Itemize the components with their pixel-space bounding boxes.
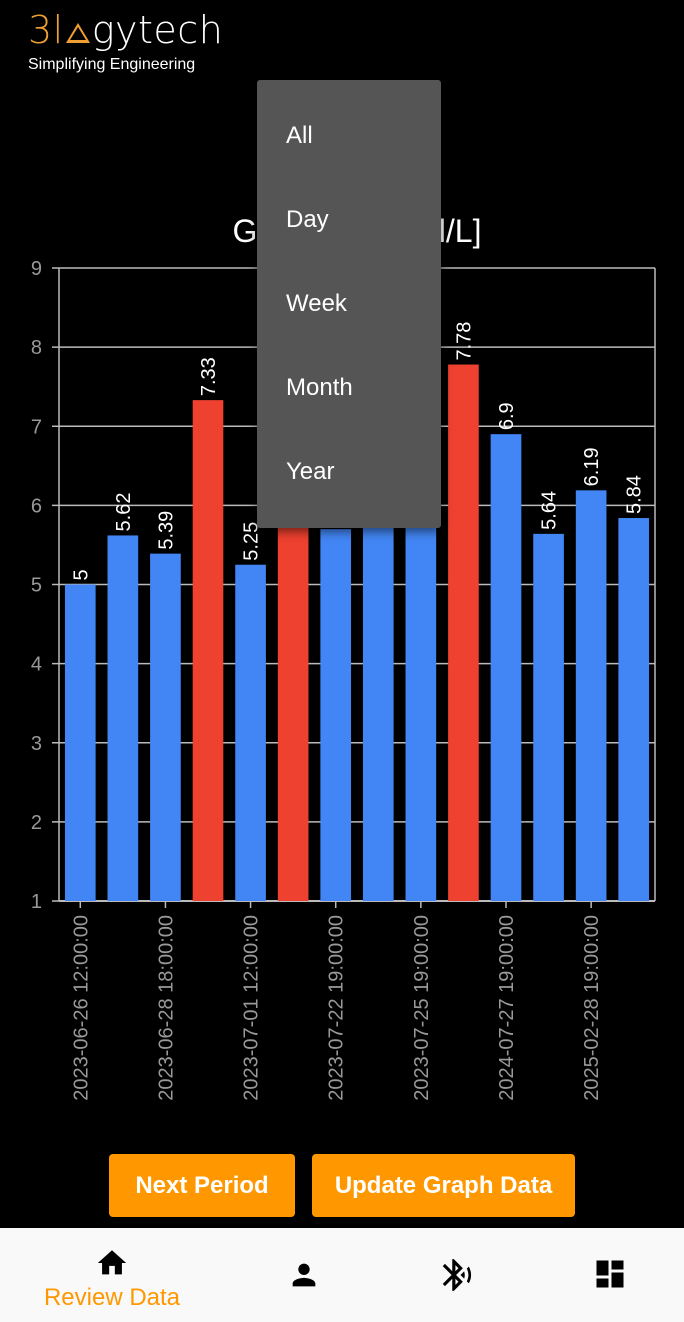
menu-item-week[interactable]: Week [286, 290, 347, 317]
next-period-button[interactable]: Next Period [109, 1154, 295, 1217]
bar-value-label: 5.62 [113, 493, 135, 532]
bar-value-label: 5.39 [155, 511, 177, 550]
bar [533, 533, 564, 901]
y-tick-label: 5 [31, 575, 42, 597]
bar [64, 584, 96, 901]
bar-value-label: 6.9 [496, 402, 518, 430]
nav-review-data[interactable]: Review Data [40, 1228, 184, 1322]
menu-item-month[interactable]: Month [286, 374, 353, 401]
app-logo: 3l gytech Simplifying Engineering [28, 8, 223, 74]
x-tick-label: 2023-06-28 18:00:00 [155, 915, 177, 1101]
triangle-logo-icon [65, 22, 90, 43]
bar [150, 553, 181, 901]
nav-profile[interactable] [274, 1228, 334, 1322]
bar-value-label: 7.33 [198, 357, 220, 396]
x-tick-label: 2025-02-28 19:00:00 [581, 915, 603, 1101]
bar-value-label: 6.19 [581, 447, 603, 486]
bar-value-label: 5.25 [241, 522, 263, 561]
x-tick-label: 2023-07-25 19:00:00 [411, 915, 433, 1101]
nav-dashboard[interactable] [580, 1228, 640, 1322]
bar-value-label: 5.84 [624, 475, 646, 514]
y-tick-label: 3 [31, 733, 42, 755]
bluetooth-searching-icon [442, 1259, 472, 1291]
home-icon [97, 1250, 127, 1275]
bar [490, 434, 522, 901]
bar [235, 564, 266, 901]
glucose-chart: Glucose [mmol/L]12345678955.625.397.335.… [31, 213, 656, 1101]
bar [448, 364, 479, 902]
person-icon [292, 1263, 316, 1287]
bar-value-label: 5.64 [539, 491, 561, 530]
logo-wordmark: 3l gytech [28, 8, 224, 52]
x-tick-label: 2023-07-01 12:00:00 [241, 915, 263, 1101]
logo-tagline: Simplifying Engineering [28, 56, 196, 73]
y-tick-label: 8 [31, 337, 42, 359]
bar [405, 513, 437, 901]
bar-value-label: 7.78 [453, 322, 475, 361]
menu-item-day[interactable]: Day [286, 206, 329, 233]
y-tick-label: 2 [31, 812, 42, 834]
menu-item-all[interactable]: All [286, 122, 313, 149]
bar [575, 490, 607, 901]
nav-bluetooth[interactable] [427, 1228, 487, 1322]
y-tick-label: 6 [31, 495, 42, 517]
x-tick-label: 2024-07-27 19:00:00 [496, 915, 518, 1101]
period-dropdown-menu: All Day Week Month Year [257, 80, 441, 528]
bottom-navigation: Review Data [0, 1228, 684, 1322]
bar [320, 529, 352, 901]
bar [362, 521, 394, 901]
y-tick-label: 7 [31, 416, 42, 438]
menu-item-year[interactable]: Year [286, 458, 335, 485]
update-graph-data-button[interactable]: Update Graph Data [312, 1154, 575, 1217]
dashboard-icon [596, 1260, 624, 1288]
y-tick-label: 9 [31, 258, 42, 280]
x-tick-label: 2023-06-26 12:00:00 [70, 915, 92, 1101]
y-tick-label: 4 [31, 654, 42, 676]
bar [107, 535, 139, 901]
bar [618, 518, 650, 901]
y-tick-label: 1 [31, 891, 42, 913]
bar [192, 400, 224, 901]
bar-value-label: 5 [70, 569, 92, 580]
x-tick-label: 2023-07-22 19:00:00 [326, 915, 348, 1101]
nav-review-data-label: Review Data [43, 1284, 181, 1311]
